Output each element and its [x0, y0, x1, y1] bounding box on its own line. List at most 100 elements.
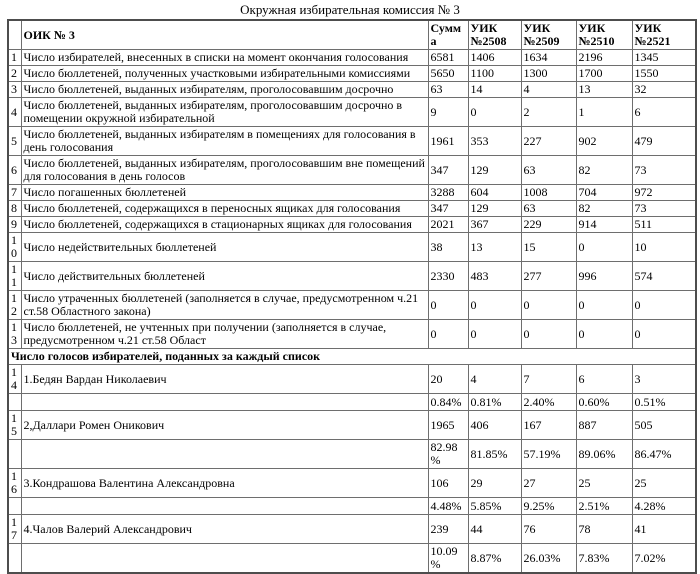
candidate-name-cell: 1.Бедян Вардан Николаевич: [20, 364, 429, 394]
uik-value-cell: 479: [631, 126, 697, 156]
uik-value-cell: 129: [467, 200, 522, 217]
candidate-name-cell: 4.Чалов Валерий Александрович: [20, 514, 429, 544]
uik-votes-cell: 27: [520, 468, 577, 498]
candidate-votes-row: 15 2,Даллари Ромен Оникович 1965 406 167 887 5…: [7, 410, 697, 440]
candidate-name-cell: [20, 497, 429, 515]
uik-value-cell: 574: [631, 261, 697, 291]
results-table: ОИК № 3 Сумма УИК №2508 УИК №2509 УИК №2…: [7, 19, 697, 574]
sum-value-cell: 347: [427, 155, 469, 185]
row-label-cell: Число недействительных бюллетеней: [20, 232, 429, 262]
uik-value-cell: 0: [467, 319, 522, 349]
sum-votes-cell: 1965: [427, 410, 469, 440]
candidate-percent-row: 0.84% 0.81% 2.40% 0.60% 0.51%: [7, 393, 697, 411]
uik-percent-cell: 86.47%: [631, 439, 697, 469]
row-number-cell: 8: [7, 200, 22, 217]
uik-value-cell: 10: [631, 232, 697, 262]
table-row: 1 Число избирателей, внесенных в списки н…: [7, 49, 697, 66]
uik-value-cell: 914: [575, 216, 633, 233]
uik-votes-cell: 505: [631, 410, 697, 440]
uik-value-cell: 0: [575, 319, 633, 349]
uik-value-cell: 0: [631, 290, 697, 320]
row-label-cell: Число утраченных бюллетеней (заполняется…: [20, 290, 429, 320]
uik-value-cell: 1634: [520, 49, 577, 66]
row-number-cell: [7, 543, 22, 574]
section-header-cell: Число голосов избирателей, поданных за к…: [7, 348, 697, 365]
uik-percent-cell: 5.85%: [467, 497, 522, 515]
row-label-cell: Число бюллетеней, содержащихся в стацион…: [20, 216, 429, 233]
uik-percent-cell: 8.87%: [467, 543, 522, 574]
uik-value-cell: 15: [520, 232, 577, 262]
sum-value-cell: 2021: [427, 216, 469, 233]
row-number-cell: [7, 497, 22, 515]
uik-value-cell: 483: [467, 261, 522, 291]
uik-value-cell: 1: [575, 97, 633, 127]
uik-value-cell: 1700: [575, 65, 633, 82]
candidate-percent-row: 4.48% 5.85% 9.25% 2.51% 4.28%: [7, 497, 697, 515]
uik-value-cell: 277: [520, 261, 577, 291]
row-number-cell: 12: [7, 290, 22, 320]
candidate-votes-row: 16 3.Кондрашова Валентина Александровна 10…: [7, 468, 697, 498]
table-row: 10 Число недействительных бюллетеней 38 13 1…: [7, 232, 697, 262]
table-row: 12 Число утраченных бюллетеней (заполняет…: [7, 290, 697, 320]
table-row: 5 Число бюллетеней, выданных избирателям …: [7, 126, 697, 156]
table-row: 13 Число бюллетеней, не учтенных при полу…: [7, 319, 697, 349]
sum-value-cell: 9: [427, 97, 469, 127]
col-header-commission: ОИК № 3: [20, 19, 429, 50]
table-row: 7 Число погашенных бюллетеней 3288 604 1008 7…: [7, 184, 697, 201]
uik-value-cell: 1550: [631, 65, 697, 82]
uik-votes-cell: 25: [575, 468, 633, 498]
uik-votes-cell: 167: [520, 410, 577, 440]
sum-value-cell: 347: [427, 200, 469, 217]
sum-value-cell: 5650: [427, 65, 469, 82]
row-label-cell: Число действительных бюллетеней: [20, 261, 429, 291]
uik-value-cell: 1100: [467, 65, 522, 82]
row-number-cell: 1: [7, 49, 22, 66]
uik-value-cell: 227: [520, 126, 577, 156]
uik-value-cell: 14: [467, 81, 522, 98]
sum-value-cell: 1961: [427, 126, 469, 156]
sum-value-cell: 6581: [427, 49, 469, 66]
uik-votes-cell: 29: [467, 468, 522, 498]
table-row: 2 Число бюллетеней, полученных участковым…: [7, 65, 697, 82]
table-row: 8 Число бюллетеней, содержащихся в перено…: [7, 200, 697, 217]
sum-percent-cell: 10.09%: [427, 543, 469, 574]
row-number-cell: 14: [7, 364, 22, 394]
uik-value-cell: 0: [520, 319, 577, 349]
sum-percent-cell: 4.48%: [427, 497, 469, 515]
row-number-cell: [7, 439, 22, 469]
table-row: 3 Число бюллетеней, выданных избирателям,…: [7, 81, 697, 98]
uik-value-cell: 1300: [520, 65, 577, 82]
uik-percent-cell: 9.25%: [520, 497, 577, 515]
table-row: 9 Число бюллетеней, содержащихся в стацио…: [7, 216, 697, 233]
table-row: 11 Число действительных бюллетеней 2330 483…: [7, 261, 697, 291]
uik-votes-cell: 406: [467, 410, 522, 440]
uik-percent-cell: 0.51%: [631, 393, 697, 411]
uik-percent-cell: 89.06%: [575, 439, 633, 469]
uik-value-cell: 13: [575, 81, 633, 98]
uik-value-cell: 63: [520, 155, 577, 185]
row-number-cell: 13: [7, 319, 22, 349]
uik-value-cell: 1345: [631, 49, 697, 66]
uik-value-cell: 6: [631, 97, 697, 127]
sum-value-cell: 63: [427, 81, 469, 98]
uik-value-cell: 704: [575, 184, 633, 201]
uik-value-cell: 0: [520, 290, 577, 320]
uik-votes-cell: 7: [520, 364, 577, 394]
row-label-cell: Число бюллетеней, выданных избирателям, …: [20, 81, 429, 98]
row-number-cell: 4: [7, 97, 22, 127]
uik-value-cell: 0: [631, 319, 697, 349]
uik-votes-cell: 887: [575, 410, 633, 440]
sum-value-cell: 3288: [427, 184, 469, 201]
uik-votes-cell: 76: [520, 514, 577, 544]
candidate-percent-row: 10.09% 8.87% 26.03% 7.83% 7.02%: [7, 543, 697, 574]
candidate-votes-row: 17 4.Чалов Валерий Александрович 239 44 76 78…: [7, 514, 697, 544]
uik-votes-cell: 4: [467, 364, 522, 394]
uik-percent-cell: 4.28%: [631, 497, 697, 515]
sum-value-cell: 38: [427, 232, 469, 262]
col-header-uik-2508: УИК №2508: [467, 19, 522, 50]
row-label-cell: Число избирателей, внесенных в списки на…: [20, 49, 429, 66]
uik-value-cell: 2196: [575, 49, 633, 66]
uik-percent-cell: 81.85%: [467, 439, 522, 469]
table-row: 6 Число бюллетеней, выданных избирателям,…: [7, 155, 697, 185]
uik-percent-cell: 26.03%: [520, 543, 577, 574]
